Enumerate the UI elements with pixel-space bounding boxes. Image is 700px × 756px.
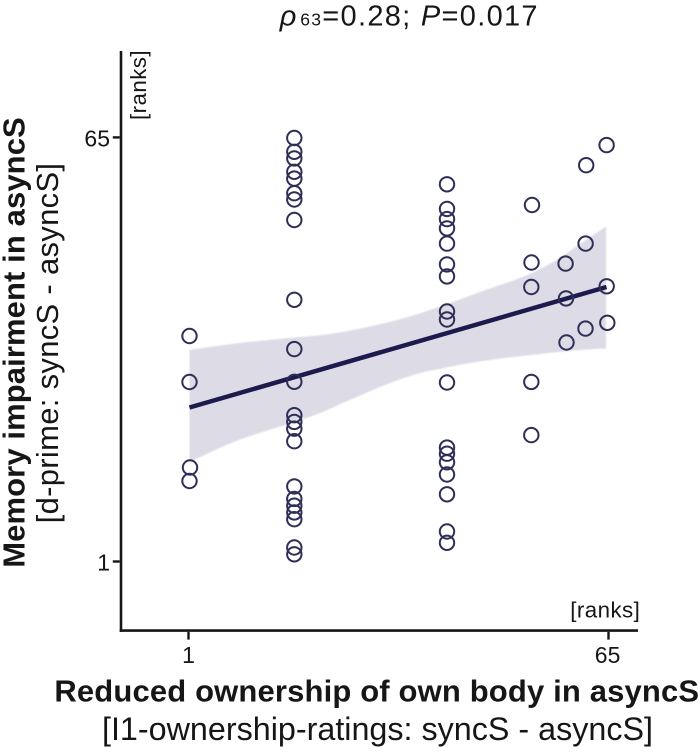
svg-text:[ranks]: [ranks] — [570, 598, 640, 623]
svg-text:1: 1 — [97, 549, 110, 575]
svg-text:[I1-ownership-ratings: syncS -: [I1-ownership-ratings: syncS - asyncS] — [102, 711, 653, 747]
svg-text:Memory impairment in asyncS: Memory impairment in asyncS — [0, 117, 32, 568]
svg-text:Reduced ownership of own body: Reduced ownership of own body in asyncS — [54, 674, 699, 709]
svg-text:65: 65 — [84, 125, 110, 151]
svg-text:1: 1 — [182, 642, 195, 668]
svg-text:[ranks]: [ranks] — [126, 50, 151, 120]
svg-text:[d-prime: syncS - asyncS]: [d-prime: syncS - asyncS] — [30, 163, 65, 524]
svg-text:65: 65 — [595, 642, 621, 668]
svg-text:ρ63=0.28; P=0.017: ρ 63=0.28; P=0.017 — [279, 0, 539, 32]
